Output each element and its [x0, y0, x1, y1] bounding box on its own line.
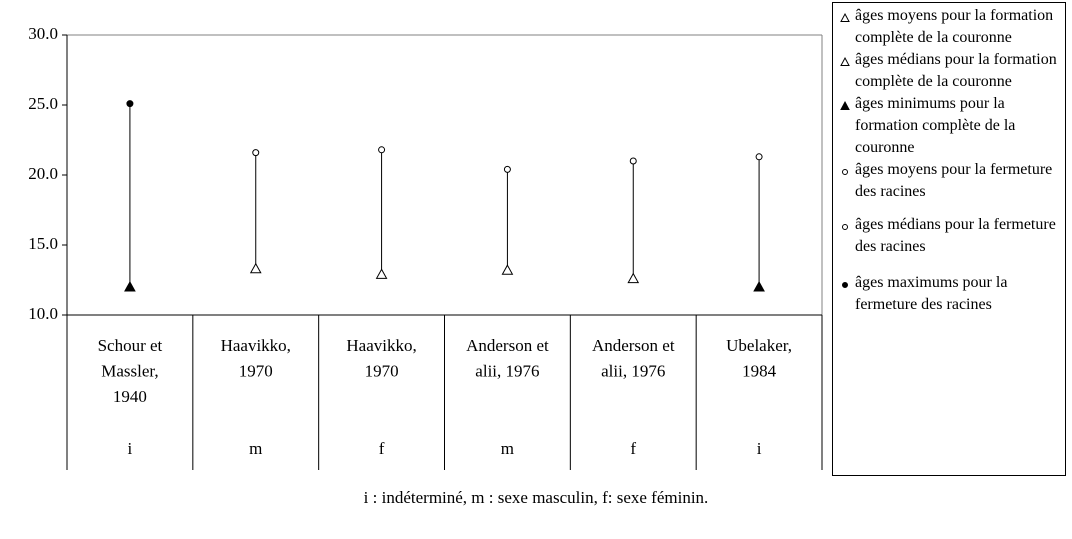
circle-marker [842, 169, 848, 175]
footnote: i : indéterminé, m : sexe masculin, f: s… [363, 488, 709, 507]
circle-marker [842, 224, 848, 230]
x-tick-label: Massler, [101, 361, 158, 380]
triangle-marker [501, 264, 514, 275]
sex-label: f [379, 439, 385, 458]
circle-marker [755, 153, 763, 161]
circle-marker [378, 146, 386, 154]
legend-entry: âges maximums pour la fermeture des raci… [839, 272, 1061, 316]
legend-label: âges moyens pour la formation complète d… [855, 7, 1054, 46]
triangle-marker [375, 268, 388, 279]
triangle-marker [124, 280, 136, 292]
x-tick-label: 1940 [113, 387, 147, 406]
legend-label: âges moyens pour la fermeture des racine… [855, 161, 1053, 200]
sex-label: m [249, 439, 262, 458]
x-tick-label: 1984 [742, 361, 777, 380]
circle-marker [842, 282, 848, 288]
y-tick-label: 25.0 [28, 94, 58, 113]
legend-entry: âges médians pour la fermeture des racin… [839, 214, 1061, 258]
legend-entry: âges moyens pour la fermeture des racine… [839, 159, 1061, 203]
legend-marker [842, 169, 848, 175]
x-tick-label: Anderson et [466, 336, 549, 355]
legend-label: âges médians pour la formation complète … [855, 51, 1057, 90]
triangle-marker [627, 272, 640, 284]
triangle-marker [249, 262, 262, 274]
circle-marker [126, 100, 134, 108]
sex-label: f [630, 439, 636, 458]
legend-entry: âges minimums pour la formation complète… [839, 93, 1061, 159]
y-tick-label: 20.0 [28, 164, 58, 183]
circle-marker [503, 165, 511, 173]
x-tick-label: 1970 [365, 361, 399, 380]
x-tick-label: Anderson et [592, 336, 675, 355]
y-tick-label: 30.0 [28, 24, 58, 43]
sex-label: m [501, 439, 514, 458]
triangle-marker [840, 12, 850, 22]
legend-marker [840, 56, 850, 66]
x-tick-label: 1970 [239, 361, 273, 380]
legend-marker [842, 282, 848, 288]
legend-marker [840, 100, 850, 110]
legend: âges moyens pour la formation complète d… [832, 2, 1066, 476]
triangle-marker [840, 56, 850, 66]
legend-entry: âges médians pour la formation complète … [839, 49, 1061, 93]
legend-label: âges minimums pour la formation complète… [855, 95, 1016, 156]
x-tick-label: Schour et [98, 336, 163, 355]
circle-marker [629, 157, 637, 165]
x-tick-label: Haavikko, [346, 336, 416, 355]
x-tick-label: alii, 1976 [475, 361, 539, 380]
legend-marker [840, 12, 850, 22]
sex-label: i [128, 439, 133, 458]
x-tick-label: Haavikko, [221, 336, 291, 355]
legend-entry: âges moyens pour la formation complète d… [839, 5, 1061, 49]
sex-label: i [757, 439, 762, 458]
legend-marker [842, 224, 848, 230]
circle-marker [252, 149, 260, 157]
legend-label: âges maximums pour la fermeture des raci… [855, 274, 1008, 313]
triangle-marker [753, 280, 765, 292]
x-tick-label: alii, 1976 [601, 361, 665, 380]
y-tick-label: 15.0 [28, 234, 58, 253]
y-tick-label: 10.0 [28, 304, 58, 323]
legend-label: âges médians pour la fermeture des racin… [855, 216, 1056, 255]
x-tick-label: Ubelaker, [726, 336, 792, 355]
triangle-marker [840, 100, 850, 110]
chart: 10.0 15.0 20.0 25.0 30.0 Schour et Massler, 194… [28, 24, 823, 470]
